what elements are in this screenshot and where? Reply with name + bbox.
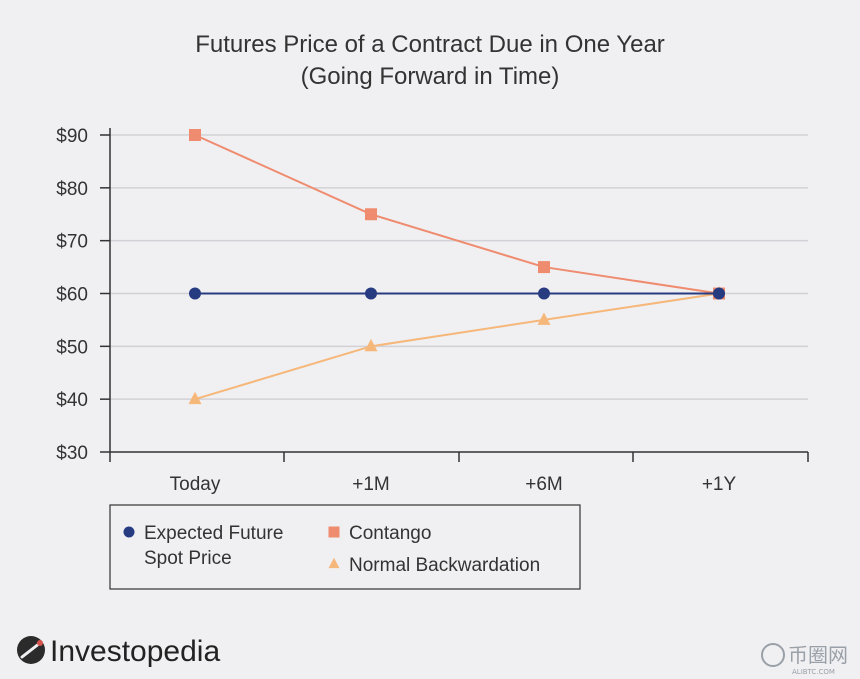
logo-dot (37, 640, 43, 646)
series-line (194, 134, 720, 295)
y-tick-label: $50 (56, 337, 88, 358)
data-point (538, 261, 550, 274)
legend-box (109, 504, 581, 590)
series-normal-backwardation (188, 286, 726, 405)
legend-item-contango: Contango (328, 523, 431, 544)
legend-marker (328, 526, 340, 538)
watermark-text: 币圈网 (788, 643, 848, 667)
series-line (194, 292, 720, 401)
legend-label: Spot Price (144, 548, 232, 569)
y-tick-label: $40 (56, 390, 88, 411)
chart-title-line: (Going Forward in Time) (301, 63, 560, 90)
data-point (364, 338, 378, 352)
axes (109, 128, 809, 462)
brand-name: Investopedia (50, 635, 220, 668)
legend-label: Expected Future (144, 523, 283, 544)
legend-item-normal-backwardation: Normal Backwardation (328, 555, 540, 576)
legend-label: Contango (349, 523, 431, 544)
x-tick-labels: Today +1M +6M +1Y (170, 474, 737, 495)
x-tick-label: +1M (352, 474, 390, 495)
y-tick-label: $30 (56, 443, 88, 464)
data-point (538, 287, 550, 300)
chart-title: Futures Price of a Contract Due in One Y… (195, 31, 665, 90)
y-tick-label: $60 (56, 285, 88, 306)
legend-item-expected-future-spot-price: Expected Future Spot Price (123, 523, 283, 569)
series-expected-future-spot-price (189, 287, 725, 300)
data-point (188, 391, 202, 405)
y-tick-label: $90 (56, 126, 88, 147)
legend-label: Normal Backwardation (349, 555, 540, 576)
series (188, 129, 726, 405)
x-tick-label: +1Y (702, 474, 737, 495)
x-tick-label: Today (170, 474, 221, 495)
chart-title-line: Futures Price of a Contract Due in One Y… (195, 31, 665, 58)
legend: Expected Future Spot Price Contango Normal … (109, 504, 581, 590)
data-point (365, 287, 377, 300)
data-point (189, 287, 201, 300)
y-tick-label: $80 (56, 179, 88, 200)
investopedia-logo: Investopedia (17, 635, 220, 668)
x-tick-label: +6M (525, 474, 563, 495)
y-tick-label: $70 (56, 232, 88, 253)
legend-marker (123, 526, 135, 538)
watermark-icon (761, 643, 785, 667)
data-point (713, 287, 725, 300)
legend-marker (328, 557, 340, 569)
logo-mark (20, 641, 42, 659)
data-point (537, 312, 551, 325)
y-tick-labels: $30 $40 $50 $60 $70 $80 $90 (56, 126, 88, 464)
data-point (365, 208, 377, 221)
watermark-subtext: ALIBTC.COM (792, 668, 835, 676)
data-point (189, 129, 201, 141)
series-contango (189, 129, 725, 300)
